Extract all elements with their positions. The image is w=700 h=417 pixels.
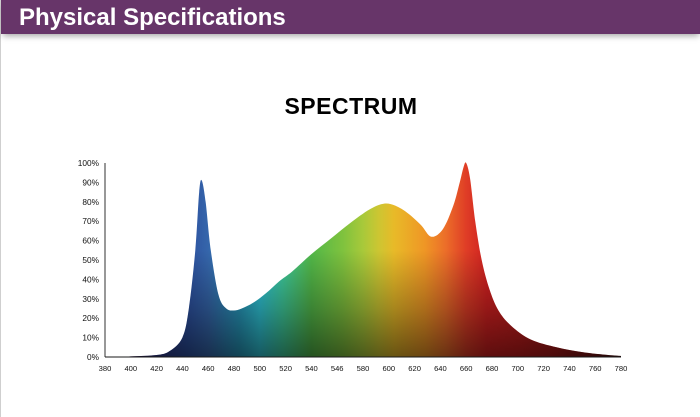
svg-text:540: 540 <box>305 364 318 373</box>
svg-text:80%: 80% <box>82 197 99 207</box>
svg-text:760: 760 <box>589 364 602 373</box>
svg-text:460: 460 <box>202 364 215 373</box>
svg-text:620: 620 <box>408 364 421 373</box>
svg-text:780: 780 <box>615 364 628 373</box>
svg-text:600: 600 <box>382 364 395 373</box>
svg-text:10%: 10% <box>82 333 99 343</box>
svg-text:580: 580 <box>357 364 370 373</box>
svg-text:440: 440 <box>176 364 189 373</box>
svg-text:660: 660 <box>460 364 473 373</box>
svg-text:420: 420 <box>150 364 163 373</box>
svg-text:400: 400 <box>124 364 137 373</box>
svg-text:720: 720 <box>537 364 550 373</box>
svg-text:100%: 100% <box>78 158 100 168</box>
svg-text:0%: 0% <box>87 352 100 362</box>
svg-text:640: 640 <box>434 364 447 373</box>
svg-text:740: 740 <box>563 364 576 373</box>
svg-text:70%: 70% <box>82 216 99 226</box>
svg-text:546: 546 <box>331 364 344 373</box>
svg-text:680: 680 <box>486 364 499 373</box>
svg-text:50%: 50% <box>82 255 99 265</box>
svg-text:90%: 90% <box>82 177 99 187</box>
svg-text:30%: 30% <box>82 294 99 304</box>
svg-text:480: 480 <box>228 364 241 373</box>
svg-text:500: 500 <box>253 364 266 373</box>
svg-text:20%: 20% <box>82 313 99 323</box>
svg-text:40%: 40% <box>82 274 99 284</box>
svg-text:380: 380 <box>99 364 112 373</box>
svg-text:60%: 60% <box>82 236 99 246</box>
svg-text:700: 700 <box>511 364 524 373</box>
svg-text:520: 520 <box>279 364 292 373</box>
